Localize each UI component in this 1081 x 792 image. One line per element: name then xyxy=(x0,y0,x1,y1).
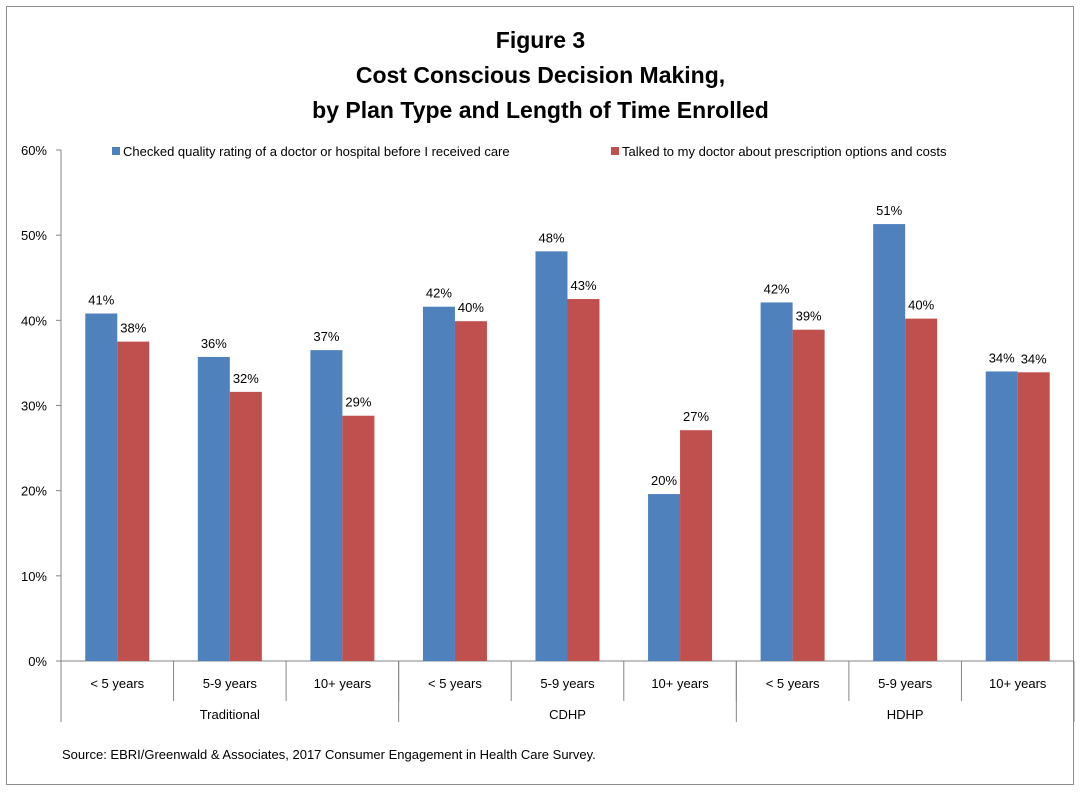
legend-label: Checked quality rating of a doctor or ho… xyxy=(123,144,510,159)
bar-series-2 xyxy=(229,391,262,661)
category-label: 10+ years xyxy=(314,676,372,691)
bar-series-1 xyxy=(85,313,118,661)
bar-series-2 xyxy=(905,318,938,661)
data-label: 32% xyxy=(233,371,259,386)
data-label: 20% xyxy=(651,473,677,488)
data-label: 39% xyxy=(796,309,822,324)
data-label: 40% xyxy=(908,298,934,313)
bar-series-1 xyxy=(985,371,1018,661)
bar-series-2 xyxy=(680,430,713,661)
chart-title-line-3: by Plan Type and Length of Time Enrolled xyxy=(312,97,769,123)
category-label: < 5 years xyxy=(90,676,144,691)
source-note: Source: EBRI/Greenwald & Associates, 201… xyxy=(62,747,596,762)
bar-series-2 xyxy=(567,299,600,661)
group-label: Traditional xyxy=(200,707,260,722)
category-label: 5-9 years xyxy=(203,676,258,691)
data-label: 51% xyxy=(876,203,902,218)
data-label: 41% xyxy=(88,293,114,308)
bar-series-2 xyxy=(454,321,487,661)
data-label: 27% xyxy=(683,409,709,424)
data-label: 42% xyxy=(764,281,790,296)
legend-swatch xyxy=(112,147,120,155)
chart-title-line-2: Cost Conscious Decision Making, xyxy=(355,62,726,88)
bar-series-2 xyxy=(792,329,825,661)
bar-series-1 xyxy=(422,306,455,661)
category-label: 5-9 years xyxy=(540,676,595,691)
category-label: < 5 years xyxy=(766,676,820,691)
bar-series-1 xyxy=(873,224,906,661)
group-label: HDHP xyxy=(887,707,924,722)
bar-series-1 xyxy=(535,251,568,661)
y-tick-label: 0% xyxy=(28,654,47,669)
data-label: 48% xyxy=(538,230,564,245)
data-label: 34% xyxy=(1021,351,1047,366)
data-label: 43% xyxy=(570,278,596,293)
y-tick-label: 30% xyxy=(21,399,47,414)
legend-swatch xyxy=(611,147,619,155)
group-label: CDHP xyxy=(549,707,586,722)
data-label: 38% xyxy=(120,321,146,336)
bar-series-1 xyxy=(760,302,793,661)
data-label: 37% xyxy=(313,329,339,344)
bar-series-2 xyxy=(342,415,375,661)
y-tick-label: 10% xyxy=(21,569,47,584)
category-label: 5-9 years xyxy=(878,676,933,691)
data-label: 34% xyxy=(989,350,1015,365)
category-label: < 5 years xyxy=(428,676,482,691)
category-label: 10+ years xyxy=(651,676,709,691)
data-label: 29% xyxy=(345,395,371,410)
category-label: 10+ years xyxy=(989,676,1047,691)
data-label: 40% xyxy=(458,300,484,315)
data-label: 42% xyxy=(426,286,452,301)
data-label: 36% xyxy=(201,336,227,351)
y-tick-label: 60% xyxy=(21,143,47,158)
bar-series-1 xyxy=(648,494,681,661)
bar-series-1 xyxy=(310,350,343,661)
y-tick-label: 40% xyxy=(21,313,47,328)
y-tick-label: 20% xyxy=(21,484,47,499)
bar-series-2 xyxy=(117,341,150,661)
bar-series-2 xyxy=(1017,372,1050,661)
y-tick-label: 50% xyxy=(21,228,47,243)
bar-series-1 xyxy=(197,356,230,661)
legend-label: Talked to my doctor about prescription o… xyxy=(622,144,947,159)
chart-title-line-1: Figure 3 xyxy=(495,27,586,53)
